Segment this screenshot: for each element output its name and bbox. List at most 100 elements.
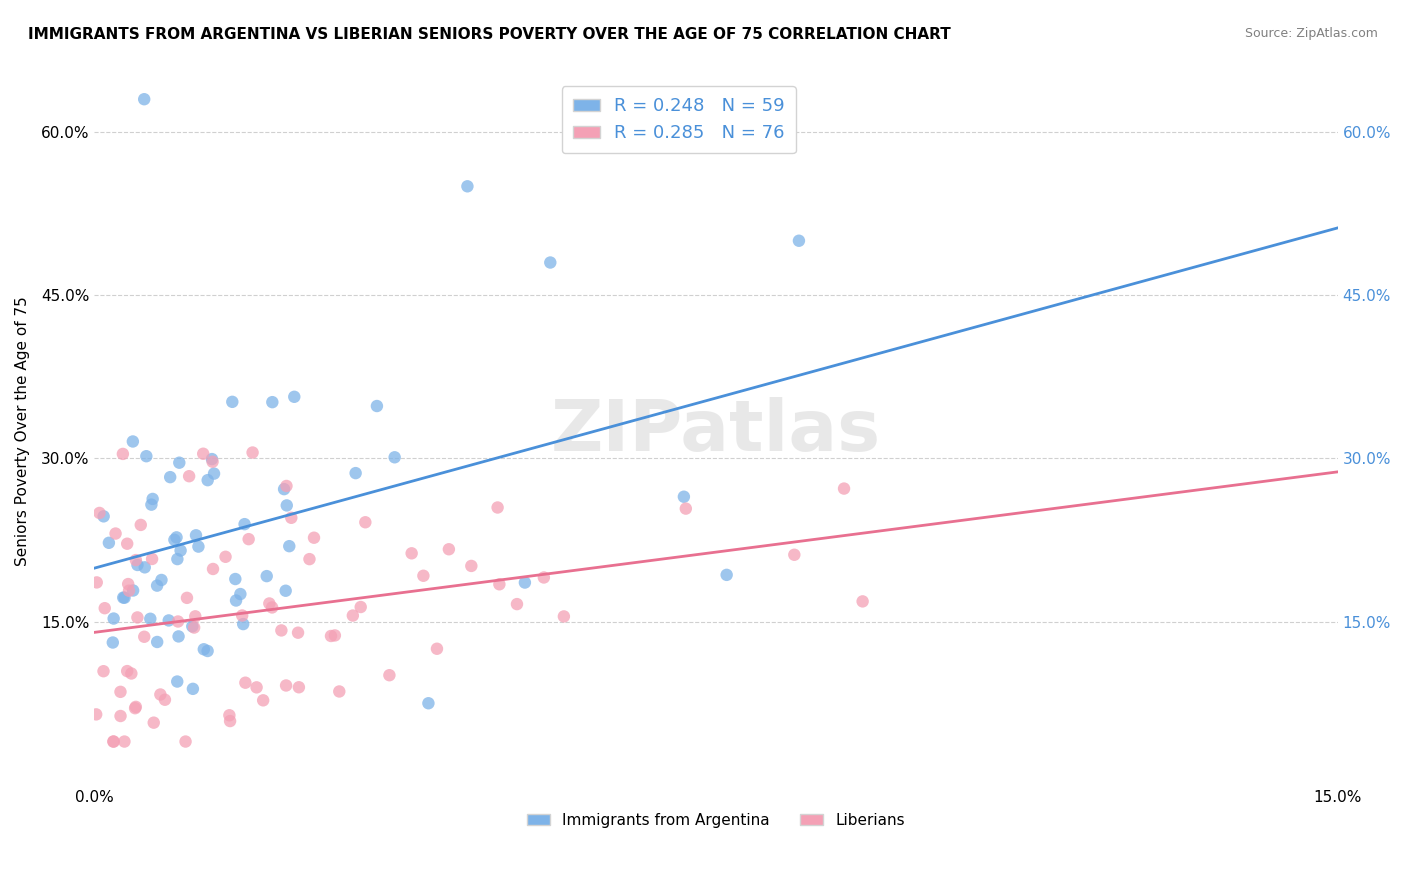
Point	[115, 537, 138, 551]
Point	[276, 499, 298, 513]
Point	[134, 630, 156, 644]
Point	[142, 491, 165, 506]
Point	[276, 479, 298, 493]
Point	[153, 692, 176, 706]
Point	[134, 560, 156, 574]
Point	[112, 591, 135, 605]
Point	[401, 546, 423, 560]
Point	[166, 674, 188, 689]
Point	[84, 707, 107, 722]
Point	[122, 583, 145, 598]
Point	[89, 506, 111, 520]
Point	[202, 467, 225, 481]
Point	[93, 509, 115, 524]
Point	[111, 447, 134, 461]
Point	[181, 681, 204, 696]
Text: Source: ZipAtlas.com: Source: ZipAtlas.com	[1244, 27, 1378, 40]
Point	[197, 473, 219, 487]
Point	[280, 510, 302, 524]
Point	[486, 500, 509, 515]
Point	[716, 567, 738, 582]
Point	[288, 680, 311, 694]
Point	[114, 734, 136, 748]
Point	[97, 536, 120, 550]
Point	[219, 714, 242, 728]
Point	[412, 568, 434, 582]
Point	[129, 517, 152, 532]
Point	[231, 608, 253, 623]
Point	[93, 664, 115, 678]
Point	[283, 390, 305, 404]
Point	[488, 577, 510, 591]
Point	[167, 615, 190, 629]
Point	[783, 548, 806, 562]
Point	[176, 591, 198, 605]
Point	[259, 597, 281, 611]
Point	[506, 597, 529, 611]
Point	[270, 624, 292, 638]
Y-axis label: Seniors Poverty Over the Age of 75: Seniors Poverty Over the Age of 75	[15, 296, 30, 566]
Point	[245, 681, 267, 695]
Point	[235, 675, 257, 690]
Point	[169, 543, 191, 558]
Point	[225, 593, 247, 607]
Point	[787, 234, 810, 248]
Point	[120, 666, 142, 681]
Point	[233, 517, 256, 532]
Point	[166, 552, 188, 566]
Point	[232, 617, 254, 632]
Point	[538, 255, 561, 269]
Point	[197, 644, 219, 658]
Point	[179, 469, 201, 483]
Point	[201, 452, 224, 467]
Point	[149, 688, 172, 702]
Text: IMMIGRANTS FROM ARGENTINA VS LIBERIAN SENIORS POVERTY OVER THE AGE OF 75 CORRELA: IMMIGRANTS FROM ARGENTINA VS LIBERIAN SE…	[28, 27, 950, 42]
Point	[238, 532, 260, 546]
Point	[672, 490, 695, 504]
Point	[366, 399, 388, 413]
Point	[125, 699, 148, 714]
Point	[125, 553, 148, 567]
Point	[350, 600, 373, 615]
Point	[110, 709, 132, 723]
Point	[174, 734, 197, 748]
Point	[166, 530, 188, 544]
Point	[342, 608, 364, 623]
Point	[328, 684, 350, 698]
Point	[214, 549, 236, 564]
Point	[184, 609, 207, 624]
Point	[456, 179, 478, 194]
Point	[201, 455, 224, 469]
Point	[181, 619, 204, 633]
Point	[101, 635, 124, 649]
Point	[167, 629, 190, 643]
Point	[183, 621, 205, 635]
Point	[378, 668, 401, 682]
Point	[159, 470, 181, 484]
Point	[224, 572, 246, 586]
Point	[302, 531, 325, 545]
Point	[218, 708, 240, 723]
Point	[273, 482, 295, 496]
Point	[103, 734, 125, 748]
Point	[163, 533, 186, 547]
Point	[127, 558, 149, 572]
Point	[157, 614, 180, 628]
Point	[221, 394, 243, 409]
Point	[319, 629, 342, 643]
Point	[141, 552, 163, 566]
Point	[202, 562, 225, 576]
Point	[323, 628, 346, 642]
Point	[169, 456, 191, 470]
Point	[437, 542, 460, 557]
Point	[135, 449, 157, 463]
Point	[184, 528, 207, 542]
Point	[103, 734, 125, 748]
Point	[86, 575, 108, 590]
Legend: Immigrants from Argentina, Liberians: Immigrants from Argentina, Liberians	[520, 807, 911, 834]
Point	[110, 685, 132, 699]
Point	[134, 92, 156, 106]
Point	[141, 498, 163, 512]
Point	[252, 693, 274, 707]
Point	[278, 539, 301, 553]
